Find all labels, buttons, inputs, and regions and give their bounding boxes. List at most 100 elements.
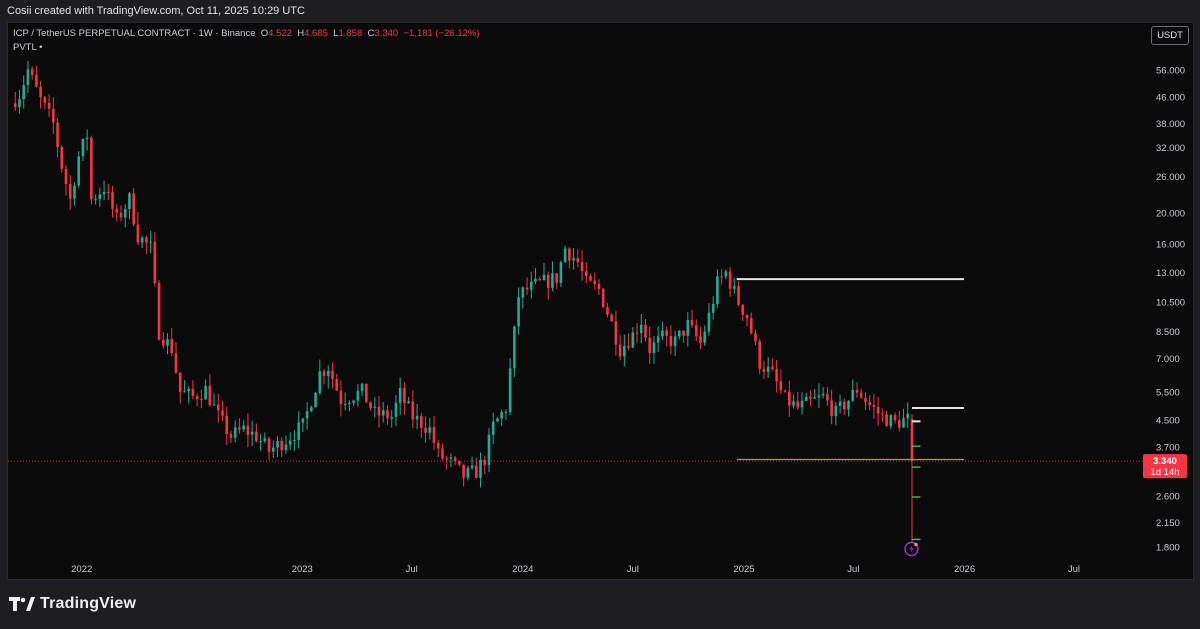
candle-body [90, 137, 93, 200]
candle-body [183, 391, 186, 393]
chart-credit: Cosii created with TradingView.com, Oct … [7, 5, 305, 17]
candle-body [800, 400, 804, 408]
candle-body [174, 353, 178, 373]
candle-body [225, 415, 229, 434]
candle-body [348, 402, 351, 404]
candle-body [864, 397, 867, 403]
candle-body [229, 433, 233, 438]
candle-body [546, 274, 550, 288]
y-tick-label: 20.000 [1156, 208, 1185, 219]
candle-body [60, 147, 64, 169]
y-tick-label: 4.500 [1156, 415, 1180, 426]
candle-body [606, 307, 609, 315]
candle-body [212, 404, 216, 406]
y-tick-label: 16.000 [1156, 239, 1185, 250]
candle-body [22, 84, 26, 100]
candle-body [792, 401, 795, 406]
current-price-text: 3.340 [1153, 456, 1177, 467]
candle-body [157, 283, 161, 340]
candle-body [331, 370, 334, 379]
candle-body [623, 345, 626, 357]
lightning-icon[interactable] [904, 541, 919, 557]
symbol-title[interactable]: ICP / TetherUS PERPETUAL CONTRACT · 1W ·… [13, 28, 256, 39]
candle-body [216, 404, 220, 411]
indicator-status-dot: • [39, 42, 43, 53]
candle-body [517, 297, 520, 327]
candle-body [238, 427, 241, 430]
candle-body [720, 276, 723, 278]
candle-body [432, 427, 436, 443]
candle-body [754, 333, 757, 342]
chart-panel[interactable] [7, 22, 1194, 580]
last-candle-body [910, 419, 914, 462]
candle-body [521, 287, 525, 298]
candle-body [255, 431, 258, 442]
x-tick-label: 2022 [71, 564, 92, 575]
candle-body [466, 467, 470, 478]
candle-body [673, 336, 677, 347]
candle-body [178, 372, 182, 393]
candle-body [436, 442, 440, 449]
candle-body [656, 336, 660, 343]
candle-body [779, 381, 783, 391]
candle-body [128, 193, 131, 210]
candle-body [35, 74, 38, 87]
candle-body [39, 86, 42, 98]
candle-body [293, 439, 296, 441]
candle-body [47, 102, 51, 109]
candle-body [665, 330, 668, 336]
candle-body [885, 414, 888, 427]
candle-body [94, 199, 97, 201]
candle-body [263, 438, 267, 442]
candle-body [847, 400, 850, 410]
candle-body [68, 184, 72, 199]
candle-body [98, 194, 102, 200]
candle-body [652, 342, 656, 354]
candle-body [356, 391, 360, 401]
countdown-text: 1d 14h [1150, 467, 1179, 478]
x-tick-label: Jul [627, 564, 639, 575]
candle-body [373, 406, 377, 408]
candle-body [513, 326, 516, 369]
candle-body [538, 278, 542, 281]
candle-body [288, 440, 292, 445]
candle-body [699, 336, 702, 343]
candle-body [365, 383, 368, 403]
y-tick-label: 5.500 [1156, 387, 1180, 398]
candle-body [728, 271, 732, 289]
candle-body [580, 262, 584, 272]
candle-body [741, 304, 745, 315]
candle-body [204, 385, 207, 400]
low-label: L [333, 28, 339, 39]
candle-body [559, 262, 563, 284]
candle-body [284, 444, 288, 451]
candle-body [508, 368, 512, 413]
candle-body [813, 397, 816, 399]
candle-body [639, 324, 643, 334]
candle-body [369, 402, 372, 408]
indicator-name[interactable]: PVTL [13, 42, 37, 53]
x-tick-label: Jul [847, 564, 859, 575]
candle-body [30, 69, 34, 75]
candle-body [386, 410, 389, 419]
candle-body [483, 459, 487, 465]
candle-body [81, 139, 85, 157]
candle-body [551, 273, 554, 288]
candle-body [208, 385, 212, 406]
open-label: O [260, 28, 269, 39]
candle-body [242, 425, 245, 430]
candle-body [843, 401, 846, 410]
candle-body [618, 344, 622, 357]
candle-body [881, 413, 884, 415]
candle-body [339, 390, 343, 405]
candle-body [390, 416, 394, 419]
candle-body [449, 457, 453, 459]
candle-body [136, 224, 140, 243]
candle-body [102, 191, 106, 195]
currency-button[interactable]: USDT [1151, 26, 1189, 45]
candle-body [170, 339, 174, 354]
candle-body [644, 324, 647, 338]
candle-body [475, 465, 478, 478]
candle-body [529, 281, 533, 290]
